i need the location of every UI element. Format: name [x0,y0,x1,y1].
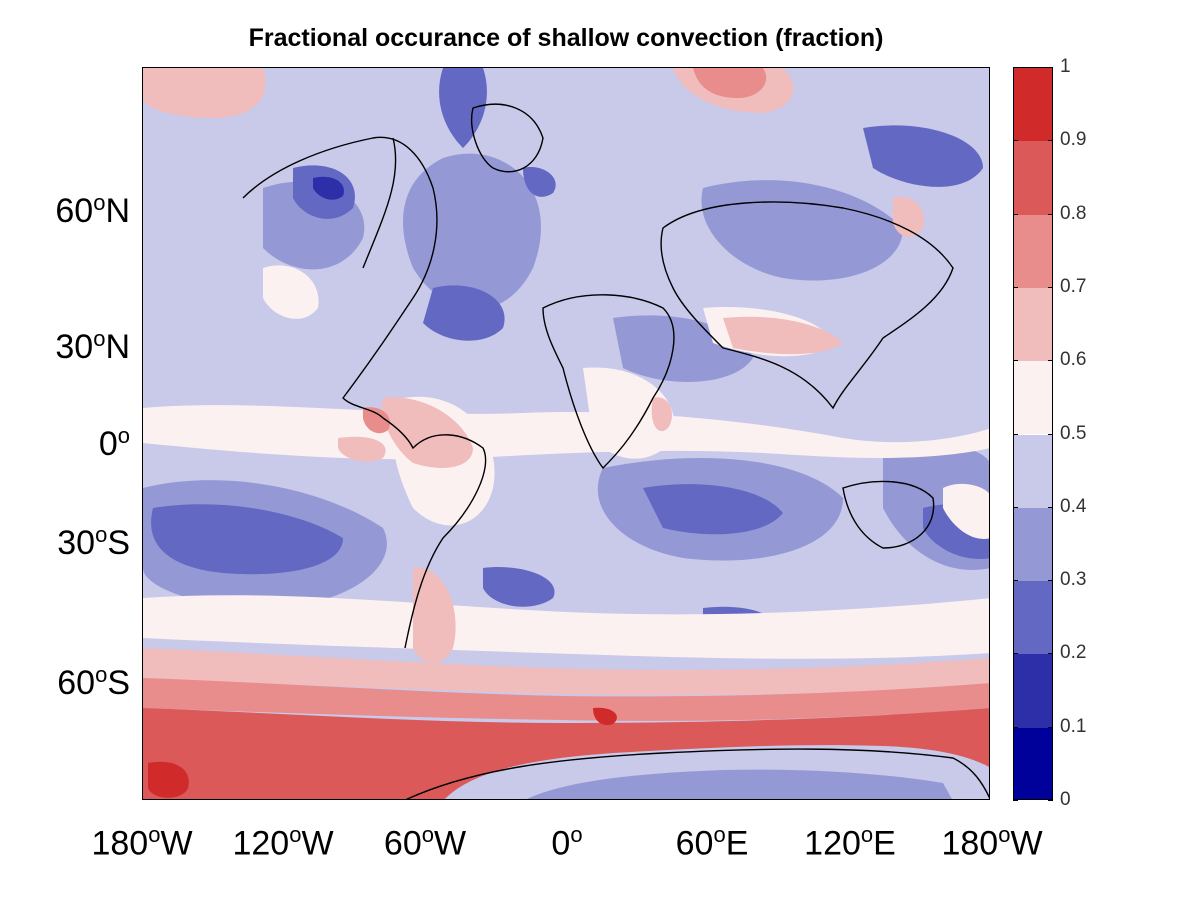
colorbar-tick-mark [1013,140,1018,142]
lon-label-60E: 60oE [675,822,749,863]
colorbar-tick-mark [1048,726,1053,728]
colorbar-segment [1014,727,1052,799]
colorbar-segment [1014,361,1052,435]
degree-superscript: o [860,822,874,847]
colorbar-segment [1014,141,1052,215]
degree-superscript: o [93,189,106,215]
degree-superscript: o [93,325,106,351]
degree-superscript: o [289,822,302,847]
map-plot-area [142,67,990,800]
colorbar-tick-mark [1048,433,1053,435]
colorbar-tick-mark [1013,506,1018,508]
colorbar-tick-label: 0.5 [1060,422,1087,444]
colorbar-tick-label: 0.9 [1060,129,1087,151]
colorbar-tick-label: 0.6 [1060,349,1087,371]
colorbar-tick-label: 0.8 [1060,202,1087,224]
colorbar-tick-label: 1 [1060,56,1071,77]
degree-superscript: o [148,822,161,847]
lat-label-0: 0o [98,422,130,464]
colorbar-tick-mark [1048,286,1053,288]
colorbar-tick-mark [1013,653,1018,655]
colorbar-segment [1014,287,1052,362]
colorbar-tick-label: 0.4 [1060,495,1087,517]
colorbar-tick-mark [1013,213,1018,215]
degree-superscript: o [117,422,130,448]
degree-superscript: o [421,822,434,847]
colorbar-segment [1014,434,1052,508]
lat-label-30S: 30oS [57,521,130,563]
colorbar-tick-label: 0.3 [1060,569,1087,591]
colorbar-tick-mark [1013,433,1018,435]
colorbar-tick-label: 0.7 [1060,275,1087,297]
lon-label-120E: 120oE [804,822,896,863]
field-contour-map [143,68,989,799]
field-antarctica-low [527,769,952,799]
colorbar [1013,67,1053,800]
degree-superscript: o [713,822,726,847]
field-level-0.7-0.8 [143,68,989,721]
lon-label-180W-left: 180oW [91,822,193,863]
colorbar-segment [1014,214,1052,288]
degree-superscript: o [95,521,108,547]
degree-superscript: o [998,822,1011,847]
colorbar-tick-label: 0.2 [1060,642,1087,664]
colorbar-tick-mark [1013,360,1018,362]
colorbar-tick-label: 0.1 [1060,715,1087,737]
lon-label-180W-right: 180oW [941,822,1043,863]
lat-label-60N: 60oN [55,189,130,231]
colorbar-tick-mark [1013,67,1018,68]
colorbar-tick-label: 0 [1060,789,1071,810]
colorbar-tick-mark [1048,580,1053,582]
colorbar-tick-mark [1013,580,1018,582]
colorbar-tick-mark [1013,800,1018,801]
coastlines [242,103,989,799]
figure-title: Fractional occurance of shallow convecti… [248,24,884,52]
colorbar-segment [1014,68,1052,142]
colorbar-segment [1014,507,1052,582]
lon-label-120W: 120oW [232,822,334,863]
field-level-0.9-1.0 [148,707,617,798]
colorbar-tick-mark [1048,360,1053,362]
colorbar-tick-mark [1048,67,1053,68]
colorbar-tick-mark [1048,800,1053,801]
colorbar-tick-mark [1048,140,1053,142]
colorbar-segment [1014,654,1052,728]
lon-label-0: 0o [551,822,583,863]
colorbar-tick-mark [1048,653,1053,655]
colorbar-tick-mark [1013,726,1018,728]
colorbar-tick-mark [1013,286,1018,288]
colorbar-tick-mark [1048,213,1053,215]
lat-label-30N: 30oN [55,325,130,367]
colorbar-segment [1014,581,1052,655]
degree-superscript: o [570,822,583,847]
colorbar-tick-mark [1048,506,1053,508]
lon-label-60W: 60oW [383,822,467,863]
degree-superscript: o [95,661,108,687]
lat-label-60S: 60oS [57,661,130,703]
